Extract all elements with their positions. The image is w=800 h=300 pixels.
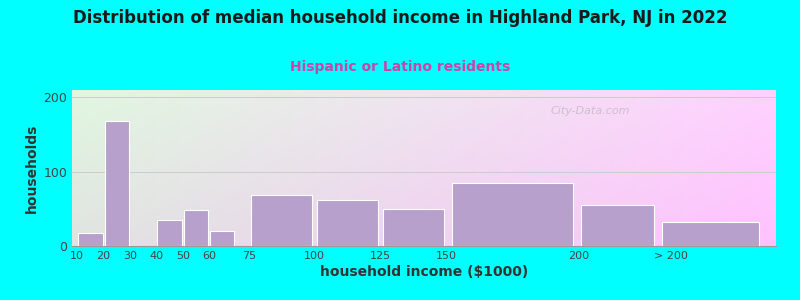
Bar bbox=[318, 200, 378, 246]
Text: City-Data.com: City-Data.com bbox=[550, 106, 630, 116]
X-axis label: household income ($1000): household income ($1000) bbox=[320, 265, 528, 279]
Bar bbox=[383, 209, 444, 246]
Bar bbox=[184, 210, 208, 246]
Bar bbox=[452, 183, 573, 246]
Y-axis label: households: households bbox=[25, 123, 39, 213]
Bar bbox=[582, 205, 654, 246]
Bar bbox=[251, 196, 312, 246]
Text: Hispanic or Latino residents: Hispanic or Latino residents bbox=[290, 60, 510, 74]
Text: Distribution of median household income in Highland Park, NJ in 2022: Distribution of median household income … bbox=[73, 9, 727, 27]
Bar bbox=[158, 220, 182, 246]
Bar bbox=[662, 222, 758, 246]
Bar bbox=[78, 232, 102, 246]
Bar bbox=[105, 121, 129, 246]
Bar bbox=[210, 231, 234, 246]
